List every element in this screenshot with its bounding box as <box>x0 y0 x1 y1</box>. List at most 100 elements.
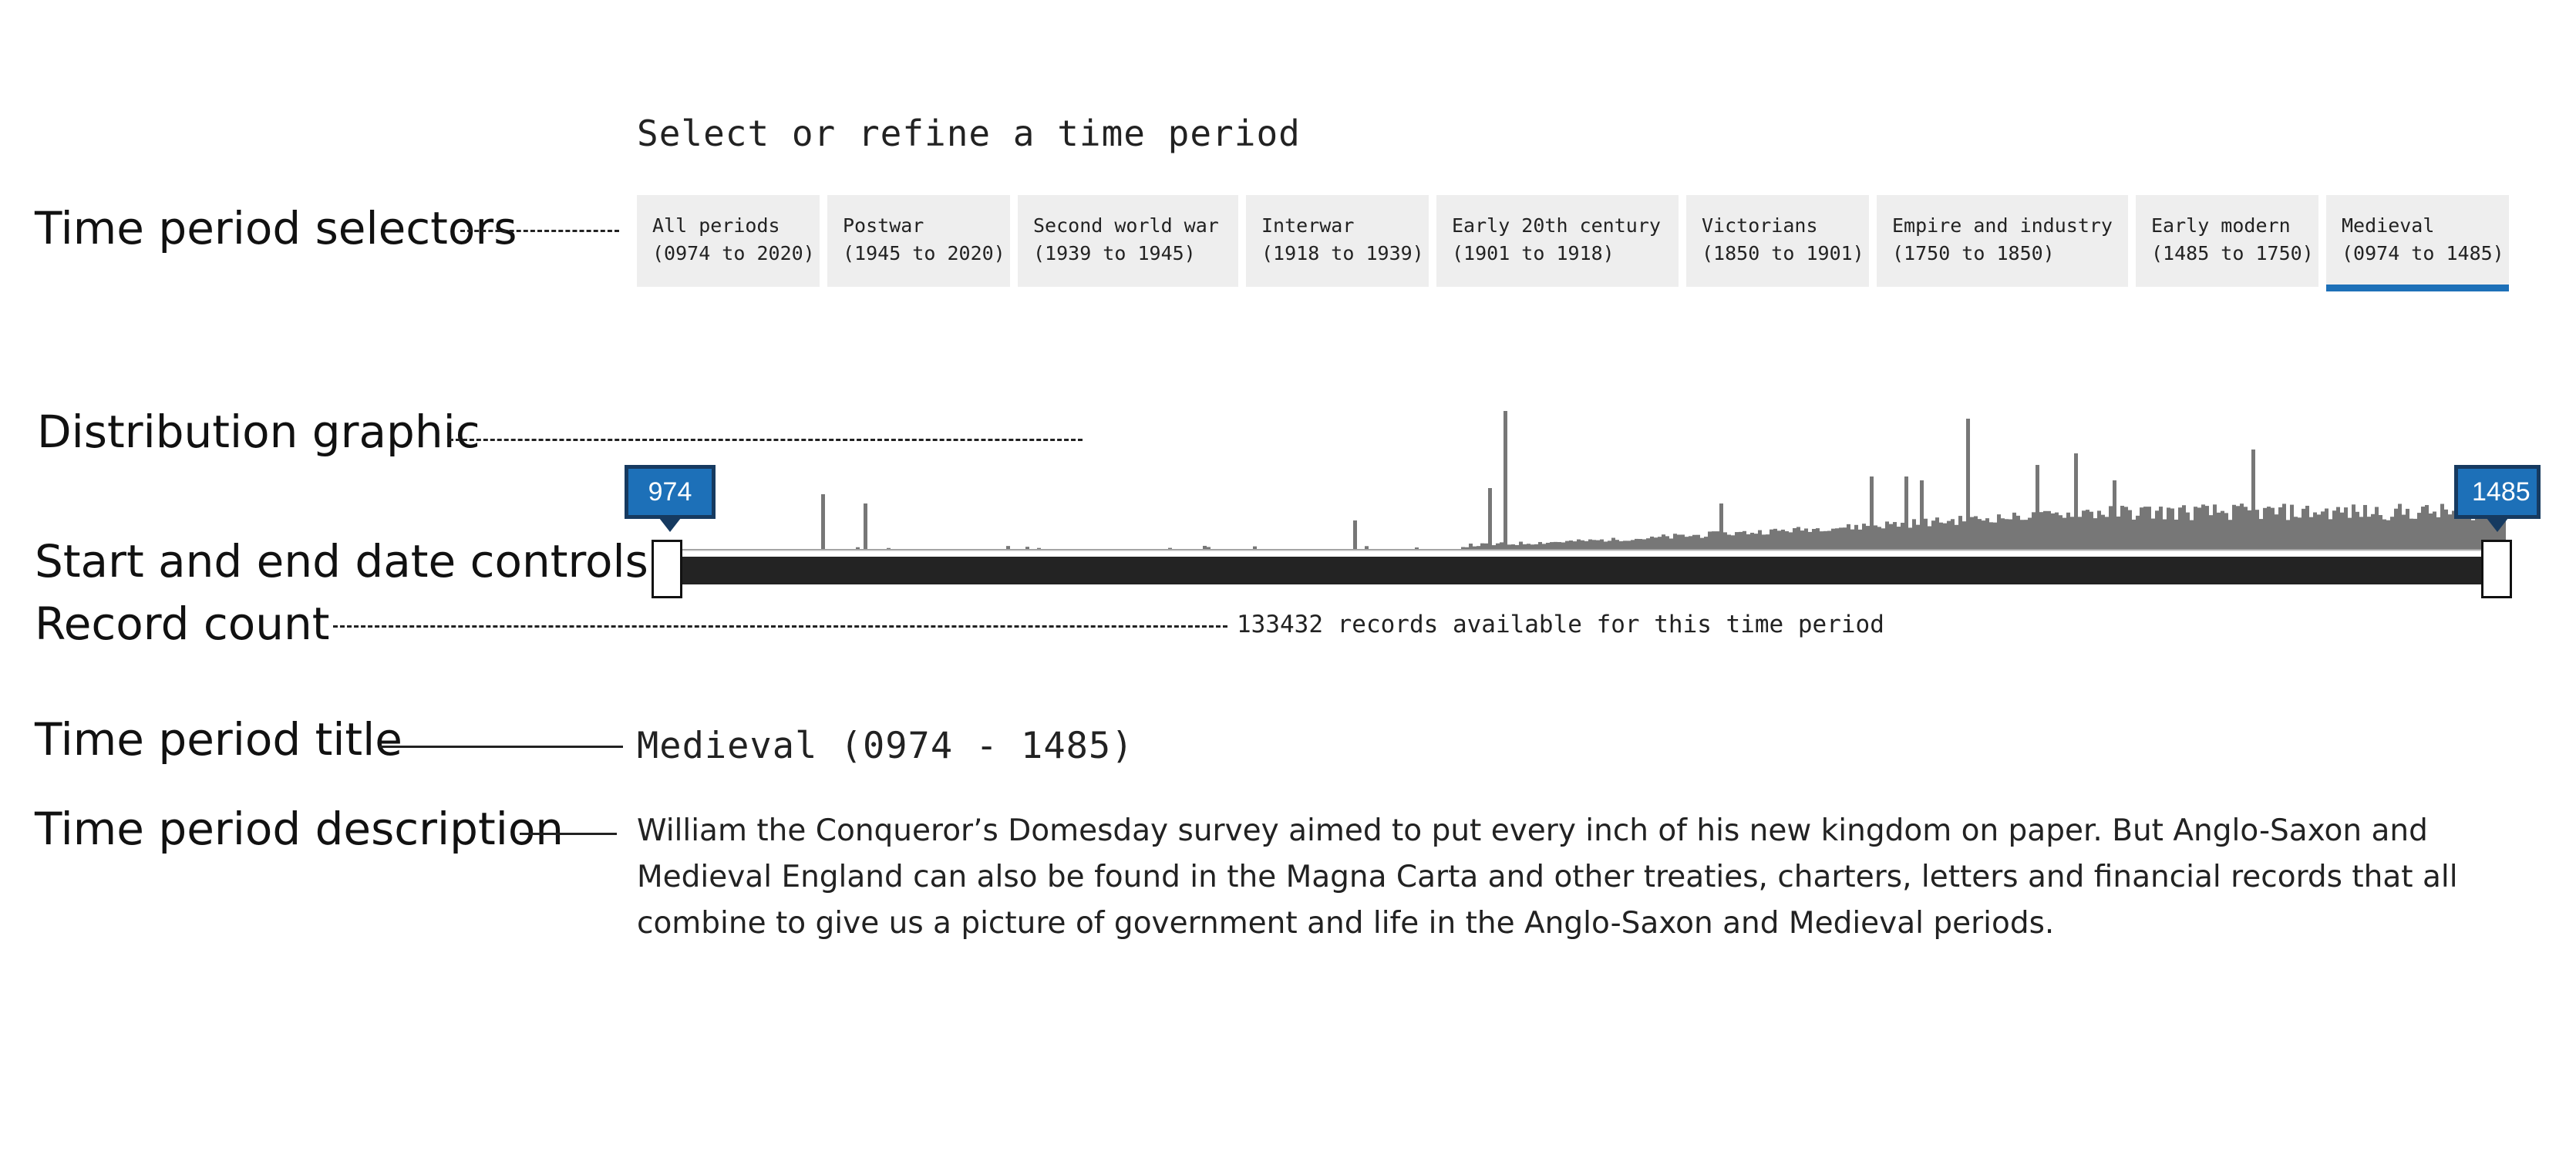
histogram-bar <box>856 547 860 550</box>
histogram-bar <box>2143 507 2147 550</box>
tab-empire-and-industry[interactable]: Empire and industry (1750 to 1850) <box>1877 195 2128 287</box>
histogram-bar <box>1827 530 1831 550</box>
histogram-bar <box>2248 510 2251 550</box>
histogram-bar <box>1970 517 1974 550</box>
histogram-bar <box>1735 532 1739 550</box>
histogram-bar <box>1619 540 1623 550</box>
histogram-bar <box>2267 507 2271 550</box>
histogram-bar <box>1627 540 1631 550</box>
tab-label: Medieval <box>2342 214 2435 237</box>
histogram-bar <box>1507 544 1511 550</box>
histogram-bar <box>1681 534 1685 550</box>
histogram-bar <box>2174 519 2178 550</box>
histogram-bar <box>1719 503 1723 550</box>
histogram-bar <box>2217 512 2221 550</box>
histogram-bar <box>1947 520 1951 550</box>
tab-interwar[interactable]: Interwar (1918 to 1939) <box>1246 195 1429 287</box>
histogram-bar <box>1006 546 1010 550</box>
end-date-handle[interactable] <box>2481 540 2512 598</box>
histogram-bar <box>2001 518 2005 550</box>
histogram-bar <box>1754 534 1758 550</box>
histogram-bar <box>1569 540 1573 550</box>
histogram-bar <box>1415 547 1419 550</box>
histogram-bar <box>2240 503 2244 550</box>
histogram-bar <box>2321 511 2325 550</box>
histogram-bar <box>2367 517 2371 550</box>
histogram-bar <box>2020 520 2024 550</box>
histogram-bar <box>2078 517 2082 550</box>
histogram-bar <box>1924 518 1928 550</box>
histogram-bar <box>1584 540 1588 550</box>
histogram-bar <box>2359 517 2363 550</box>
histogram-bar <box>2009 519 2012 550</box>
tab-early-20th-century[interactable]: Early 20th century (1901 to 1918) <box>1436 195 1679 287</box>
histogram-bar <box>1677 534 1681 550</box>
histogram-bar <box>2371 514 2375 550</box>
start-date-handle[interactable] <box>652 540 682 598</box>
histogram-bar <box>1600 539 1604 550</box>
histogram-bar <box>2055 512 2059 550</box>
histogram-bar <box>1496 543 1500 550</box>
histogram-bar <box>2471 520 2475 550</box>
tab-range: (1939 to 1945) <box>1033 242 1196 264</box>
histogram-bar <box>1750 532 1754 550</box>
histogram-bar <box>1480 543 1484 550</box>
histogram-bar <box>1943 523 1947 550</box>
histogram-bar <box>2440 503 2444 550</box>
tab-postwar[interactable]: Postwar (1945 to 2020) <box>827 195 1010 287</box>
tab-second-world-war[interactable]: Second world war (1939 to 1945) <box>1018 195 1238 287</box>
histogram-bar <box>1596 540 1600 550</box>
histogram-bar <box>2163 519 2167 550</box>
histogram-bar <box>1773 528 1777 550</box>
leader-line-selectors <box>460 230 619 232</box>
histogram-bar <box>2463 510 2467 550</box>
date-range-track[interactable] <box>669 557 2497 584</box>
histogram-bar <box>2425 505 2429 550</box>
histogram-bar <box>1989 522 1993 550</box>
histogram-bar <box>2429 513 2433 550</box>
end-date-label: 1485 <box>2454 465 2541 532</box>
section-heading: Select or refine a time period <box>637 113 1301 154</box>
record-count: 133432 records available for this time p… <box>1237 611 1884 638</box>
histogram-bar <box>1492 545 1496 550</box>
histogram-bar <box>1550 542 1554 550</box>
histogram-bar <box>2132 519 2136 550</box>
histogram-bar <box>2379 515 2382 550</box>
histogram-bar <box>1696 534 1700 550</box>
histogram-bar <box>2382 519 2386 550</box>
histogram-bar <box>1561 542 1565 550</box>
histogram-bar <box>2086 510 2089 550</box>
histogram-bar <box>2298 517 2302 550</box>
histogram-bar <box>2005 519 2009 550</box>
histogram-bar <box>2456 510 2460 550</box>
histogram-bar <box>1762 534 1766 550</box>
histogram-bar <box>2070 517 2074 550</box>
histogram-bar <box>2140 507 2143 550</box>
leader-line-title <box>379 746 623 748</box>
histogram-bar <box>1739 531 1743 550</box>
histogram-bar <box>1604 541 1608 550</box>
tab-all-periods[interactable]: All periods (0974 to 2020) <box>637 195 820 287</box>
histogram-bar <box>821 494 825 550</box>
histogram-bar <box>2394 508 2398 550</box>
histogram-bar <box>2417 513 2421 550</box>
histogram-bar <box>2047 510 2051 550</box>
histogram-bar <box>1565 540 1569 550</box>
histogram-bar <box>1893 522 1897 550</box>
histogram-bar <box>2255 510 2259 550</box>
tab-early-modern[interactable]: Early modern (1485 to 1750) <box>2136 195 2318 287</box>
histogram-bar <box>1920 480 1924 550</box>
histogram-bar <box>1982 520 1985 550</box>
histogram-bar <box>1353 520 1357 550</box>
tab-label: Victorians <box>1702 214 1818 237</box>
histogram-bar <box>2190 520 2194 550</box>
histogram-bar <box>2479 509 2483 550</box>
histogram-bar <box>1870 476 1874 550</box>
histogram-bar <box>2109 506 2113 550</box>
histogram-bar <box>1743 530 1746 550</box>
tab-label: Early modern <box>2151 214 2291 237</box>
histogram-bar <box>2305 505 2309 550</box>
histogram-bar <box>1993 522 1997 550</box>
tab-medieval[interactable]: Medieval (0974 to 1485) <box>2326 195 2509 291</box>
tab-victorians[interactable]: Victorians (1850 to 1901) <box>1686 195 1869 287</box>
